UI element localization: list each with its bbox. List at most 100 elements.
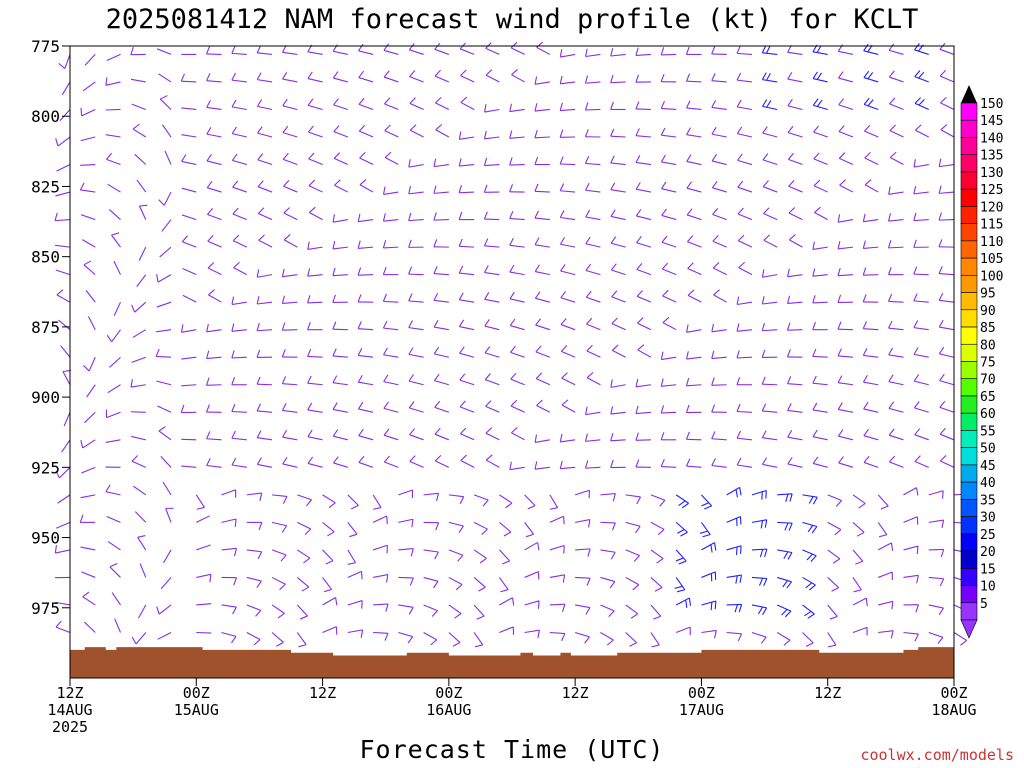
wind-barb (637, 344, 652, 358)
wind-barb (802, 494, 818, 505)
wind-barb (332, 402, 348, 413)
wind-barb (473, 521, 488, 536)
wind-barb (914, 70, 929, 83)
wind-barb (87, 316, 96, 330)
wind-barb (585, 182, 601, 193)
wind-barb (610, 406, 626, 415)
wind-barb (701, 542, 717, 553)
x-tick-label-line1: 00Z (183, 684, 210, 702)
wind-barb (221, 604, 237, 615)
wind-barb (761, 430, 778, 441)
wind-barb (499, 597, 515, 606)
wind-barb (307, 321, 323, 331)
wind-barb (132, 329, 147, 338)
wind-barb (635, 155, 651, 166)
wind-barb (107, 541, 121, 551)
wind-barb (409, 124, 424, 138)
wind-barb (383, 70, 399, 83)
wind-barb (181, 214, 197, 221)
wind-barb (257, 207, 273, 221)
wind-barb (736, 126, 753, 138)
wind-barb (138, 604, 147, 619)
wind-barb (737, 234, 753, 248)
wind-barb (347, 549, 357, 565)
wind-barb (130, 379, 146, 388)
wind-barb (928, 604, 944, 616)
wind-barb (736, 296, 753, 306)
wind-barb (938, 185, 955, 194)
plot-area (54, 41, 970, 679)
wind-barb (347, 600, 363, 609)
wind-barb (864, 124, 879, 138)
wind-barb (136, 179, 147, 193)
wind-barb (685, 46, 702, 55)
wind-barb (737, 153, 753, 166)
wind-barb (661, 262, 677, 276)
wind-barb (332, 241, 348, 250)
wind-barb (737, 180, 753, 193)
wind-barb (761, 45, 778, 55)
colorbar-segment (960, 102, 978, 121)
wind-barb (559, 210, 576, 221)
wind-barb (726, 574, 743, 584)
wind-barb (534, 129, 550, 139)
wind-barb (686, 154, 702, 166)
wind-barb (307, 268, 323, 277)
wind-barb (650, 604, 662, 620)
wind-barb (246, 632, 261, 646)
terrain-fill (70, 647, 954, 678)
wind-barb (160, 577, 172, 590)
wind-barb (888, 320, 904, 331)
wind-barb (888, 374, 904, 386)
wind-barb (408, 266, 424, 276)
wind-barb (877, 522, 888, 538)
wind-barb (109, 562, 121, 578)
wind-barb (409, 428, 424, 441)
wind-barb (246, 549, 263, 560)
wind-barb (307, 402, 323, 413)
wind-barb (347, 629, 364, 638)
speed-colorbar: 1501451401351301251201151101051009590858… (960, 85, 1003, 639)
wind-barb (61, 439, 71, 453)
wind-barb (282, 152, 298, 166)
wind-barb (55, 191, 71, 197)
wind-barb (687, 235, 702, 248)
wind-barb (372, 544, 388, 554)
wind-barb (535, 372, 551, 386)
wind-barb (80, 439, 96, 449)
wind-barb (877, 494, 889, 510)
wind-barb (660, 458, 677, 468)
wind-barb (460, 454, 475, 468)
wind-barb (181, 465, 197, 468)
wind-barb (837, 348, 854, 358)
wind-barb (534, 434, 550, 443)
wind-barb (610, 48, 626, 57)
wind-barb (423, 492, 440, 502)
wind-barb (158, 73, 172, 83)
wind-barb (357, 267, 374, 276)
wind-barb (58, 319, 71, 331)
wind-barb (625, 576, 640, 591)
wind-barb (560, 318, 576, 331)
wind-barb (559, 460, 576, 470)
wind-barb (384, 97, 399, 110)
wind-barb (180, 73, 197, 83)
wind-barb (675, 549, 687, 565)
wind-barb (650, 577, 663, 592)
wind-barb (637, 317, 652, 331)
wind-barb (736, 45, 752, 55)
credit-link[interactable]: coolwx.com/models (860, 746, 1014, 764)
wind-barb (138, 246, 147, 261)
wind-barb (610, 236, 626, 248)
wind-barb (281, 403, 298, 413)
wind-barb (180, 324, 197, 333)
wind-barb (787, 98, 803, 111)
wind-barb (812, 268, 828, 277)
wind-barb (60, 345, 71, 358)
colorbar-segment (960, 447, 978, 466)
colorbar-segment (960, 154, 978, 173)
wind-barb (196, 631, 212, 634)
wind-barb (888, 347, 904, 358)
wind-barb (433, 292, 449, 303)
wind-barb (763, 207, 778, 221)
